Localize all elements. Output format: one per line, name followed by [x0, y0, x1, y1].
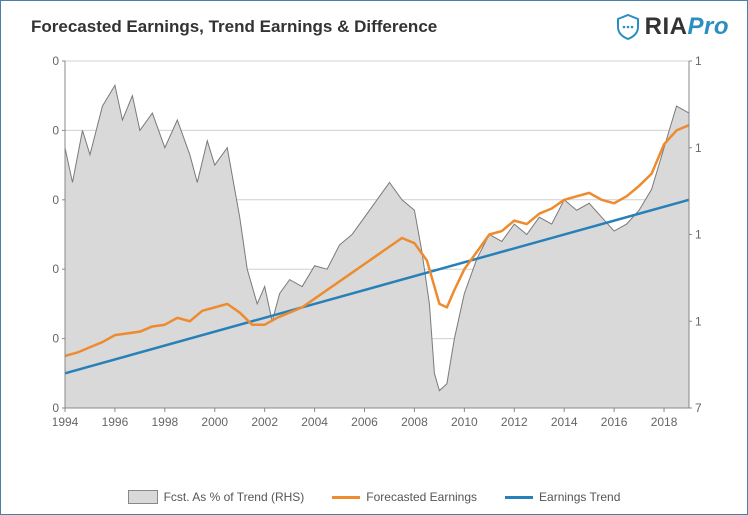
legend: Fcst. As % of Trend (RHS) Forecasted Ear…: [1, 490, 747, 504]
svg-text:1996: 1996: [102, 415, 129, 429]
svg-text:2012: 2012: [501, 415, 528, 429]
header-row: Forecasted Earnings, Trend Earnings & Di…: [1, 1, 747, 41]
line-swatch-icon: [505, 496, 533, 499]
logo: RIAPro: [615, 13, 729, 41]
shield-icon: [615, 13, 641, 41]
svg-text:2000: 2000: [201, 415, 228, 429]
legend-item-trend: Earnings Trend: [505, 490, 620, 504]
svg-text:175%: 175%: [695, 54, 701, 68]
svg-text:125%: 125%: [695, 228, 701, 242]
legend-item-area: Fcst. As % of Trend (RHS): [128, 490, 305, 504]
legend-label-forecasted: Forecasted Earnings: [366, 490, 477, 504]
area-swatch-icon: [128, 490, 158, 504]
chart-plot: 0 40 80 120 160 200 75% 100% 125% 150% 175% 1994 199…: [53, 51, 701, 436]
svg-text:1994: 1994: [53, 415, 79, 429]
svg-text:2004: 2004: [301, 415, 328, 429]
logo-pro: Pro: [687, 13, 729, 40]
svg-text:150%: 150%: [695, 141, 701, 155]
chart-container: Forecasted Earnings, Trend Earnings & Di…: [0, 0, 748, 515]
svg-text:100%: 100%: [695, 314, 701, 328]
svg-text:2002: 2002: [251, 415, 278, 429]
svg-text:200: 200: [53, 54, 59, 68]
svg-text:2006: 2006: [351, 415, 378, 429]
svg-text:120: 120: [53, 193, 59, 207]
svg-text:80: 80: [53, 262, 59, 276]
legend-item-forecasted: Forecasted Earnings: [332, 490, 477, 504]
svg-text:2008: 2008: [401, 415, 428, 429]
svg-text:0: 0: [53, 401, 59, 415]
svg-text:40: 40: [53, 332, 59, 346]
svg-text:2016: 2016: [601, 415, 628, 429]
logo-text: RIAPro: [645, 13, 729, 41]
svg-text:1998: 1998: [151, 415, 178, 429]
svg-text:75%: 75%: [695, 401, 701, 415]
chart-title: Forecasted Earnings, Trend Earnings & Di…: [31, 17, 437, 37]
svg-text:160: 160: [53, 123, 59, 137]
svg-text:2014: 2014: [551, 415, 578, 429]
svg-text:2018: 2018: [651, 415, 678, 429]
line-swatch-icon: [332, 496, 360, 499]
legend-label-area: Fcst. As % of Trend (RHS): [164, 490, 305, 504]
svg-text:2010: 2010: [451, 415, 478, 429]
legend-label-trend: Earnings Trend: [539, 490, 620, 504]
logo-ria: RIA: [645, 13, 688, 40]
